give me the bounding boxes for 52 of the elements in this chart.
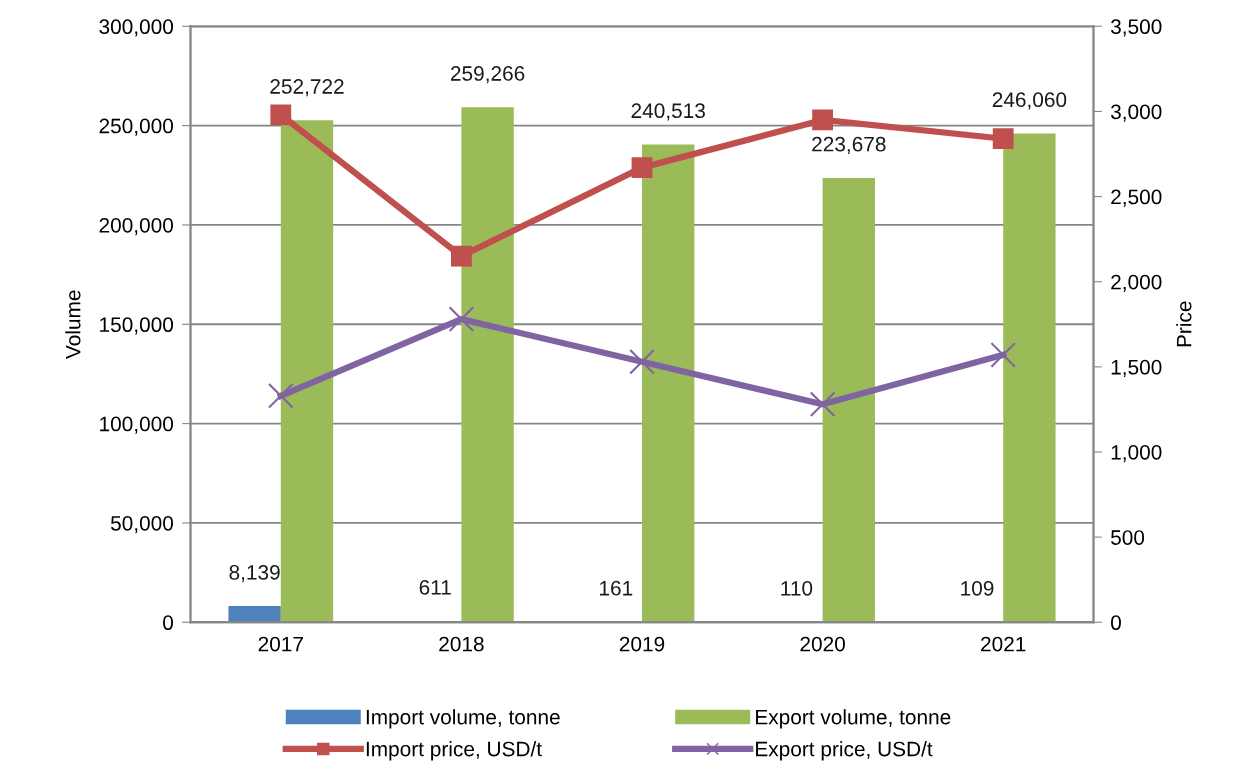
x-tick-label: 2017 [258, 636, 303, 652]
x-tick-label: 2020 [800, 636, 845, 652]
y2-tick-label: 500 [1111, 530, 1145, 545]
data-label: 240,513 [631, 103, 705, 121]
data-label: 259,266 [450, 66, 525, 84]
point [809, 391, 836, 418]
y2-tick-label: 1,500 [1111, 359, 1162, 378]
point [990, 342, 1017, 368]
y2-tick-label: 3,500 [1110, 19, 1162, 37]
y-tick-label: 300,000 [99, 19, 174, 37]
bar [822, 177, 875, 623]
legend-label: Import volume, tonne [366, 709, 560, 729]
data-label: 223,678 [812, 136, 886, 155]
bar [1003, 133, 1056, 623]
data-label: 109 [961, 580, 994, 596]
bar [280, 120, 334, 623]
data-label: 110 [781, 580, 813, 596]
y2-tick-label: 2,500 [1111, 189, 1162, 207]
point [270, 104, 292, 126]
y-axis-title: Volume [65, 290, 81, 359]
y-tick-label: 0 [163, 615, 174, 631]
data-label: 246,060 [992, 92, 1067, 110]
point [631, 157, 653, 179]
bar [642, 144, 695, 623]
point [992, 128, 1014, 150]
y2-tick-label: 0 [1110, 615, 1121, 631]
legend-label: Export volume, tonne [756, 709, 951, 729]
data-label: 611 [419, 579, 451, 595]
y-tick-label: 150,000 [100, 317, 174, 335]
legend-label: Export price, USD/t [756, 741, 933, 761]
y-tick-label: 250,000 [99, 118, 174, 136]
bar [228, 606, 281, 623]
point [448, 306, 475, 333]
point [267, 382, 294, 409]
y-tick-label: 200,000 [99, 217, 174, 236]
x-tick-label: 2018 [439, 636, 484, 652]
data-label: 161 [600, 580, 633, 596]
x-tick-label: 2019 [619, 636, 665, 652]
y2-tick-label: 1,000 [1111, 444, 1162, 463]
y2-tick-label: 2,000 [1111, 274, 1162, 292]
bar [461, 107, 514, 623]
y2-tick-label: 3,000 [1110, 104, 1162, 122]
y-tick-label: 50,000 [110, 515, 174, 534]
y-tick-label: 100,000 [100, 416, 174, 434]
legend-label: Import price, USD/t [366, 741, 542, 761]
point [629, 348, 655, 375]
x-tick-label: 2021 [981, 636, 1026, 652]
y2-axis-title: Price [1176, 301, 1192, 347]
point [812, 109, 834, 131]
data-label: 8,139 [229, 565, 280, 583]
data-label: 252,722 [270, 79, 344, 97]
point [450, 245, 472, 267]
